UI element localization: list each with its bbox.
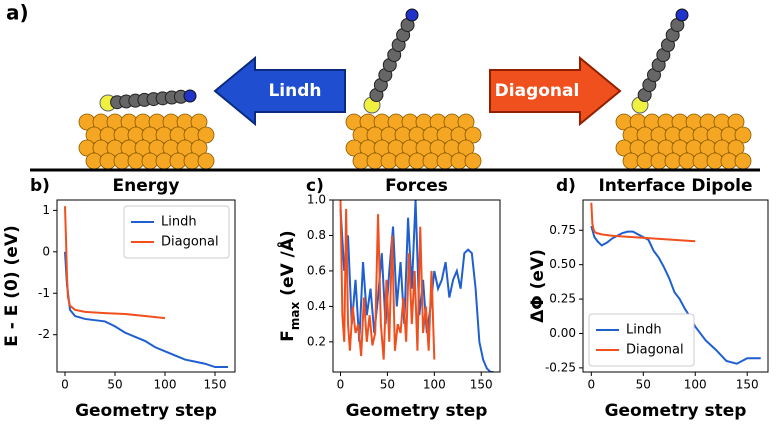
x-tick-label: 50 [380, 378, 395, 392]
data-line [339, 200, 494, 372]
y-label-subscript: max [288, 301, 302, 330]
gold-atom [678, 152, 696, 170]
x-tick-label: 100 [423, 378, 446, 392]
gold-atom [99, 152, 117, 170]
y-tick-label: 0.8 [307, 228, 326, 242]
gold-atom [622, 152, 640, 170]
gold-atom [457, 139, 475, 157]
gold-atom [664, 152, 682, 170]
legend-label: Diagonal [626, 343, 684, 358]
arrow-left [213, 55, 346, 127]
panel-label: c) [306, 176, 324, 196]
tip-atom [405, 8, 419, 22]
gold-atom [706, 152, 724, 170]
gold-atom [113, 152, 131, 170]
gold-atom [727, 139, 745, 157]
chart: c) Forces Geometry step Fmax (eV /Å) 0 50 100 1… [275, 176, 501, 421]
panel-label: a) [6, 1, 29, 25]
data-line [339, 200, 436, 360]
gold-atom [636, 152, 654, 170]
gold-atom [720, 152, 738, 170]
gold-atom [197, 126, 215, 144]
gold-atom [464, 152, 482, 170]
data-line [590, 202, 696, 243]
y-tick-label: 0.75 [549, 223, 576, 237]
panel-label: b) [30, 176, 50, 196]
y-tick-label: 0.00 [549, 326, 576, 340]
y-tick-label: 0 [42, 244, 50, 258]
x-tick-label: 100 [684, 378, 707, 392]
chart: d) Interface Dipole Geometry step ΔΦ (eV) 0 5… [528, 176, 769, 421]
legend-label: Diagonal [161, 235, 219, 250]
y-tick-label: -1 [38, 286, 50, 300]
y-tick-label: 1.0 [307, 193, 326, 207]
gold-slabs [78, 113, 752, 170]
arrow-label: Lindh [268, 81, 321, 101]
plot-frame [56, 199, 236, 373]
x-tick-label: 150 [204, 378, 227, 392]
x-tick-label: 0 [337, 378, 345, 392]
y-label-unit: (eV /Å) [275, 230, 298, 296]
gold-atom [464, 126, 482, 144]
y-tick-label: 0.2 [307, 334, 326, 348]
x-tick-label: 50 [107, 378, 122, 392]
y-tick-label: 0.6 [307, 263, 326, 277]
x-tick-label: 150 [736, 378, 759, 392]
arrow-label: Diagonal [495, 81, 580, 101]
x-tick-label: 50 [636, 378, 651, 392]
x-tick-label: 100 [154, 378, 177, 392]
y-axis-label: Fmax (eV /Å) [275, 230, 302, 341]
chart-title: Energy [113, 176, 180, 196]
tip-atom [675, 8, 689, 22]
gold-atom [190, 139, 208, 157]
y-tick-label: -2 [38, 327, 50, 341]
x-axis-label: Geometry step [75, 401, 217, 421]
chart-title: Interface Dipole [598, 176, 752, 196]
plot-frame [332, 199, 501, 373]
panel-label: d) [556, 176, 576, 196]
y-tick-label: 0.4 [307, 299, 326, 313]
x-tick-label: 0 [587, 378, 595, 392]
gold-atom [650, 152, 668, 170]
y-axis-label: E - E (0) (eV) [2, 225, 22, 347]
plot-frame [582, 199, 769, 373]
y-label-symbol: F [278, 330, 298, 342]
y-tick-label: 1 [42, 203, 50, 217]
chart-title: Forces [385, 176, 448, 196]
molecules [99, 8, 689, 114]
legend-label: Lindh [626, 323, 662, 338]
legend-box [588, 313, 695, 367]
legend-box [123, 205, 230, 259]
x-tick-label: 0 [61, 378, 69, 392]
x-axis-label: Geometry step [605, 401, 747, 421]
data-line [64, 206, 166, 320]
gold-atom [85, 152, 103, 170]
x-tick-label: 150 [470, 378, 493, 392]
legend-label: Lindh [161, 215, 197, 230]
data-line [64, 251, 228, 369]
y-tick-label: 0.50 [549, 257, 576, 271]
tip-atom [183, 89, 197, 103]
gold-atom [727, 113, 745, 131]
gold-atom [734, 152, 752, 170]
y-tick-label: 0.25 [549, 292, 576, 306]
y-axis-label: ΔΦ (eV) [528, 249, 548, 323]
gold-atom [457, 113, 475, 131]
gold-atom [692, 152, 710, 170]
x-axis-label: Geometry step [346, 401, 488, 421]
y-tick-label: -0.25 [545, 360, 576, 374]
gold-atom [190, 113, 208, 131]
gold-atom [734, 126, 752, 144]
gold-atom [197, 152, 215, 170]
arrow-right [489, 55, 622, 127]
data-line [590, 225, 761, 365]
